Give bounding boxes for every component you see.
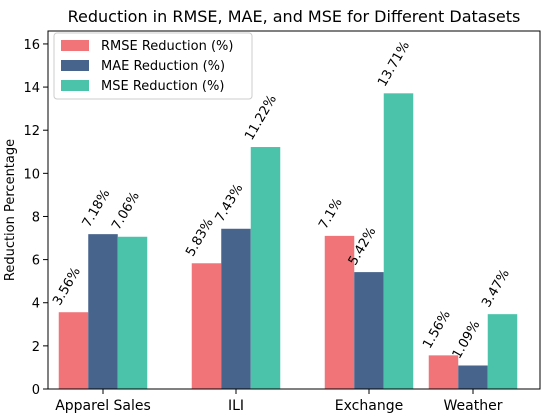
y-tick-label: 16 [23,38,40,53]
x-tick-label: ILI [228,398,244,414]
legend-swatch [61,40,89,51]
legend-swatch [61,60,89,71]
data-label: 1.56% [420,308,454,351]
bar-apparel-sales-series-3 [117,236,148,389]
data-label: 3.47% [479,267,513,310]
data-label: 7.18% [80,187,114,230]
legend: RMSE Reduction (%) MAE Reduction (%) MSE R… [53,32,253,100]
data-label: 7.1% [316,196,346,232]
data-label: 11.22% [242,93,280,143]
y-tick-label: 6 [32,254,40,269]
legend-box [53,32,253,100]
bar-ili-series-3 [250,147,281,389]
data-label: 7.06% [109,189,143,232]
x-tick-label: Apparel Sales [55,398,151,414]
legend-entry: MSE Reduction (%) [101,79,224,94]
y-tick-label: 12 [23,124,40,139]
y-tick-label: 4 [32,297,40,312]
bar-exchange-series-3 [383,93,414,389]
data-label: 5.83% [183,216,217,259]
chart-title: Reduction in RMSE, MAE, and MSE for Diff… [68,7,521,26]
legend-entry: MAE Reduction (%) [101,59,225,74]
plot-frame [47,30,541,390]
bar-ili-series-2 [221,228,251,389]
bar-exchange-series-1 [324,235,355,389]
plot-area: 3.56%5.83%7.1%1.56%7.18% 7.43%5.42%1.09%7… [23,30,541,414]
y-tick-label: 0 [32,383,40,398]
y-tick-label: 10 [23,167,40,182]
bar-weather-series-2 [458,365,488,389]
data-label: 7.43% [213,181,247,224]
y-tick-label: 8 [32,210,40,225]
x-tick-label: Weather [444,398,503,414]
y-axis-title: Reduction Percentage [3,139,18,281]
bar-apparel-sales-series-2 [88,234,118,389]
legend-entry: RMSE Reduction (%) [101,39,233,54]
bar-exchange-series-2 [354,272,384,389]
data-label: 1.09% [450,318,484,361]
y-tick-label: 14 [23,81,40,96]
y-tick-label: 2 [32,340,40,355]
data-label: 3.56% [50,265,84,308]
bar-apparel-sales-series-1 [58,312,89,389]
bar-weather-series-3 [487,314,518,389]
bar-weather-series-1 [428,355,459,389]
data-label: 13.71% [375,39,413,89]
bar-ili-series-1 [191,263,222,389]
x-tick-label: Exchange [335,398,403,414]
legend-swatch [61,80,89,91]
